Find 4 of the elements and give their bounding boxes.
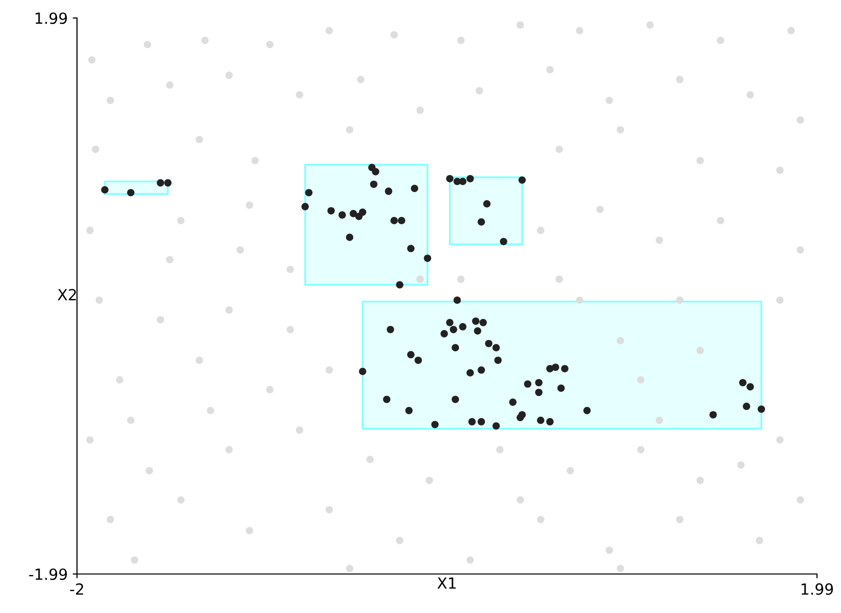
y-tick-label: -1.99: [29, 568, 67, 580]
y-axis-title: X2: [58, 288, 76, 300]
x-axis-title: X1: [437, 577, 456, 589]
x-tick-label: -2: [70, 583, 84, 595]
